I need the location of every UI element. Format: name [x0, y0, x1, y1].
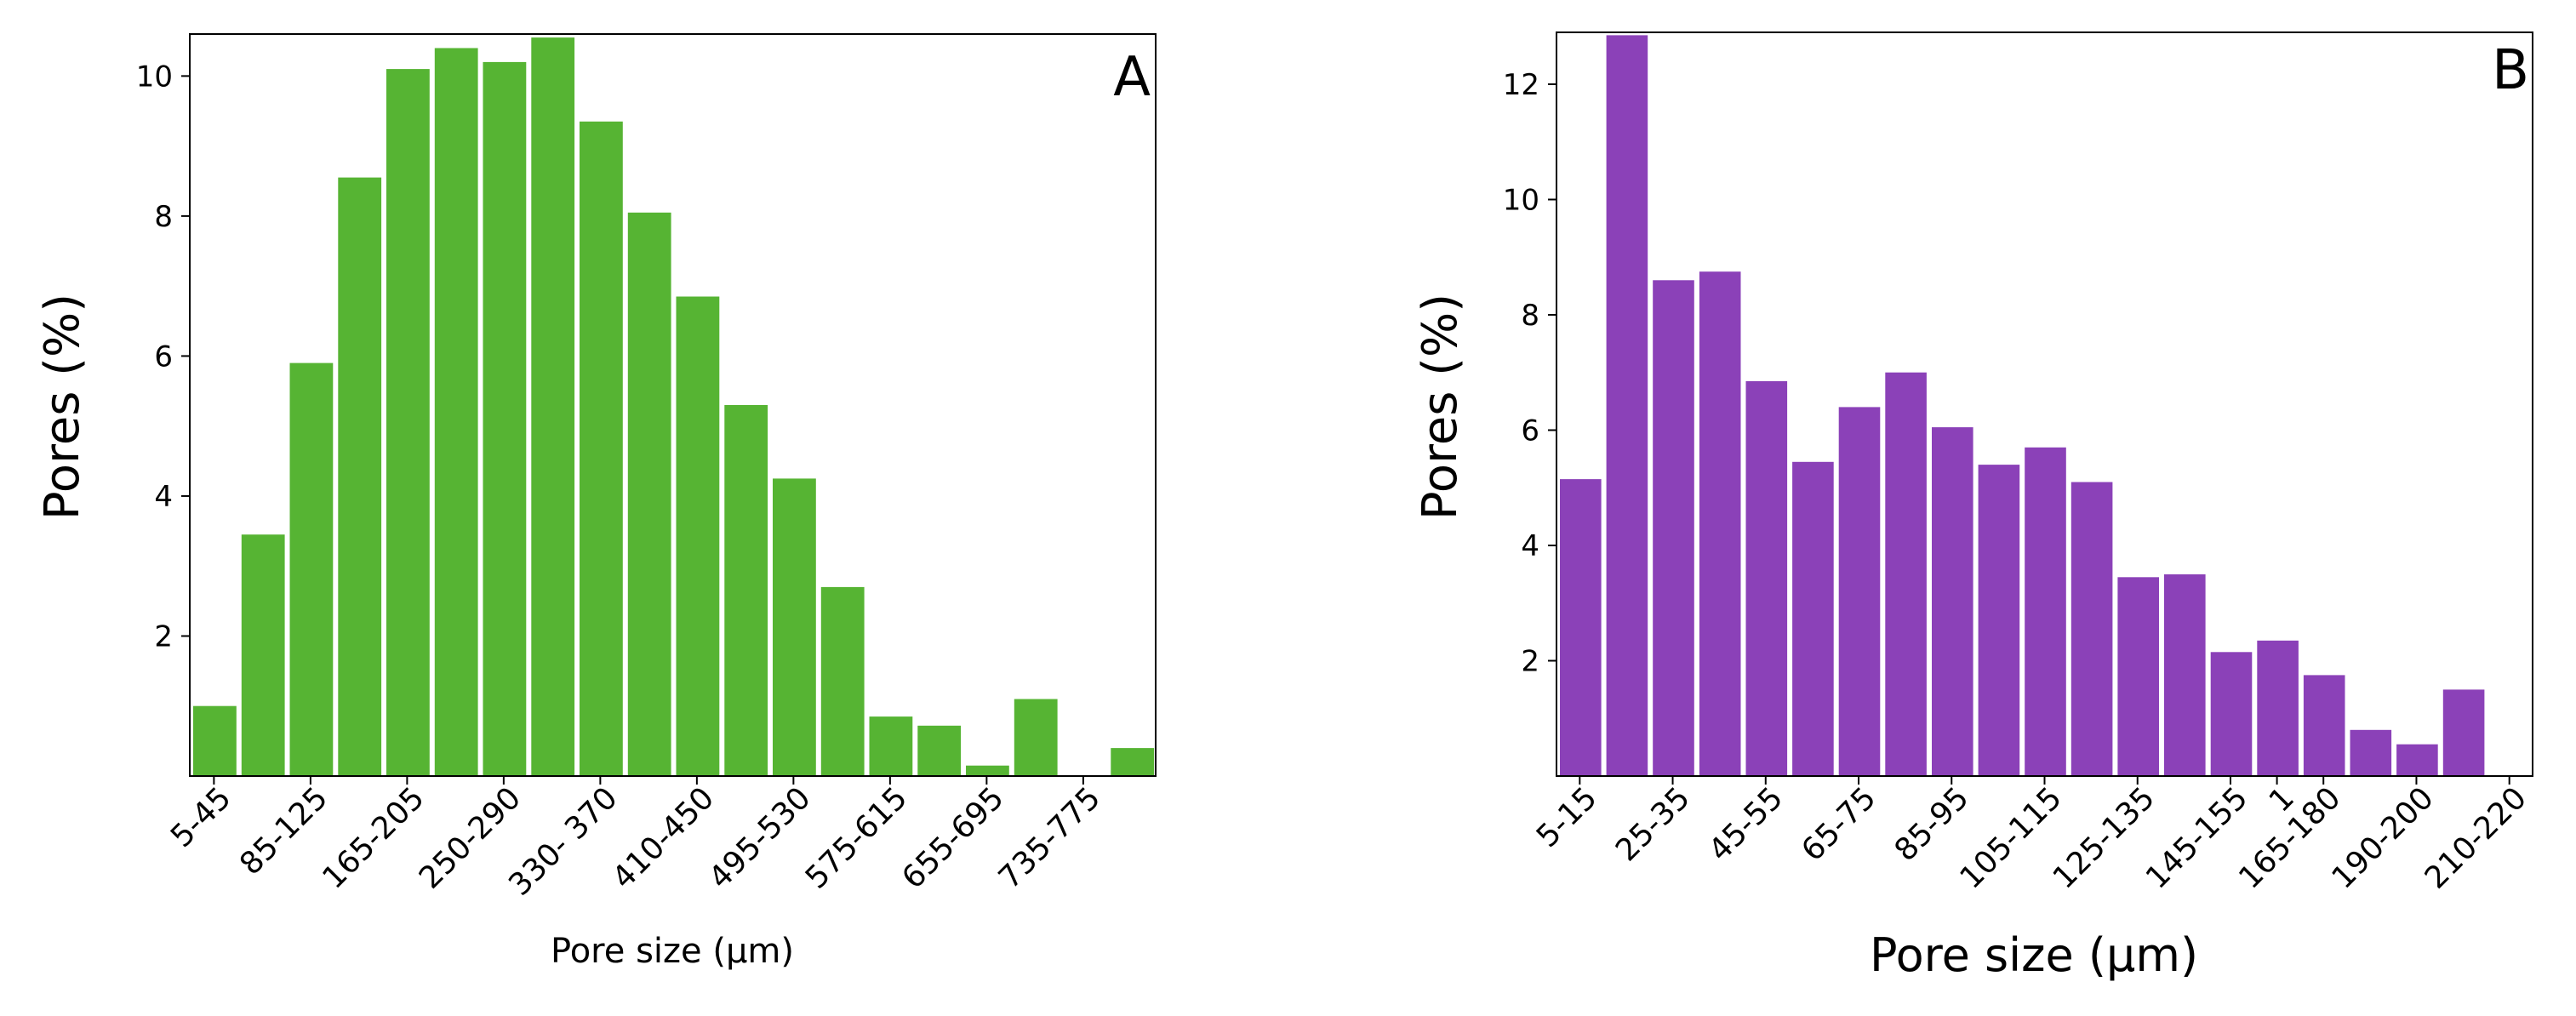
bar-a-85-125: [289, 362, 334, 776]
x-axis-label-a: Pore size (µm): [551, 932, 794, 971]
y-ticks-b: 2 4 6 8 10 12: [1503, 68, 1556, 678]
bar-b-125-135: [2117, 577, 2159, 776]
bar-a-615-655: [917, 725, 962, 776]
panel-label-a: A: [1113, 46, 1151, 109]
chart-panel-b: 2 4 6 8 10 12 5-15 25-35 45-55 65-75 85-95105-115…: [1413, 31, 2533, 982]
x-tick-label: 25-35: [1609, 780, 1697, 868]
bar-b-75-85: [1885, 372, 1927, 776]
y-tick-label: 6: [1521, 414, 1539, 448]
bar-b-85-95: [1932, 427, 1973, 776]
y-tick-label: 2: [1521, 644, 1539, 678]
bar-b-200-210: [2442, 689, 2485, 776]
bar-b-145-155: [2210, 652, 2253, 776]
bar-b-65-75: [1838, 407, 1881, 776]
bar-a-45-85: [241, 534, 285, 776]
bars-b: [1560, 35, 2485, 776]
bar-a-655-695: [966, 765, 1009, 776]
x-tick-label: 145-155: [2139, 780, 2254, 895]
bar-a-575-615: [869, 716, 913, 776]
bar-a-125-165: [338, 177, 382, 777]
x-axis-label-b: Pore size (µm): [1870, 928, 2198, 982]
bar-b-35-45: [1699, 271, 1741, 776]
y-tick-label: 4: [1521, 529, 1539, 563]
x-tick-label: 495-530: [702, 780, 817, 895]
bar-b-55-65: [1792, 461, 1834, 776]
panel-label-b: B: [2492, 39, 2529, 102]
y-tick-label: 10: [1503, 183, 1539, 217]
y-tick-label: 4: [154, 480, 173, 514]
x-tick-label: 655-695: [895, 780, 1010, 895]
bar-a-330-370: [580, 121, 623, 777]
x-tick-label: 5-15: [1530, 780, 1604, 854]
bar-a-695-735: [1014, 699, 1058, 776]
x-tick-label: 105-115: [1954, 780, 2069, 895]
bar-a-205-250: [434, 48, 478, 776]
x-tick-label: 410-450: [606, 780, 721, 895]
y-axis-label-b: Pores (%): [1413, 294, 1468, 520]
bar-a-775-815: [1111, 748, 1155, 776]
bar-a-370-410: [627, 212, 671, 777]
y-tick-label: 6: [154, 340, 173, 374]
bar-b-5-15: [1560, 479, 1602, 776]
plot-frame-a: [189, 33, 1157, 777]
x-tick-label: 165-205: [316, 780, 431, 895]
bar-b-15-25: [1606, 35, 1648, 776]
bar-a-410-450: [676, 296, 720, 776]
x-tick-label: 575-615: [799, 780, 914, 895]
x-tick-label: 125-135: [2047, 780, 2162, 895]
x-tick-label: 45-55: [1702, 780, 1790, 868]
bar-a-165-205: [386, 69, 430, 777]
bar-b-115-125: [2071, 482, 2113, 776]
y-tick-label: 8: [1521, 299, 1539, 333]
x-ticks-b: 5-15 25-35 45-55 65-75 85-95105-115125-13514…: [1530, 776, 2533, 896]
bar-a-530-575: [820, 586, 865, 776]
bar-b-155-165: [2257, 640, 2299, 776]
x-tick-label: 5-45: [164, 780, 238, 854]
y-tick-label: 12: [1503, 68, 1539, 102]
bar-a-5-45: [193, 705, 237, 776]
y-tick-label: 2: [154, 619, 173, 654]
bar-b-95-105: [1978, 465, 2020, 776]
x-tick-label: 85-95: [1888, 780, 1976, 868]
bar-b-180-190: [2350, 729, 2392, 776]
x-tick-label: 65-75: [1795, 780, 1882, 868]
bar-b-105-115: [2025, 447, 2066, 776]
y-ticks-a: 2 4 6 8 10: [136, 60, 190, 654]
y-tick-label: 8: [154, 200, 173, 234]
bar-a-495-530: [773, 478, 816, 776]
y-axis-label-a: Pores (%): [35, 294, 90, 520]
bar-b-135-145: [2164, 574, 2206, 776]
bar-b-190-200: [2396, 744, 2438, 776]
bar-b-25-35: [1653, 280, 1694, 776]
bars-a: [193, 37, 1155, 777]
y-tick-label: 10: [136, 60, 173, 94]
bar-a-290-330: [531, 37, 575, 777]
x-tick-label: 210-220: [2419, 780, 2533, 895]
bar-b-45-55: [1745, 380, 1788, 776]
x-tick-label: 735-775: [992, 780, 1107, 895]
bar-b-165-180: [2303, 675, 2345, 776]
bar-a-250-290: [483, 61, 527, 776]
x-tick-label: 190-200: [2325, 780, 2440, 895]
bar-a-450-495: [724, 405, 768, 776]
